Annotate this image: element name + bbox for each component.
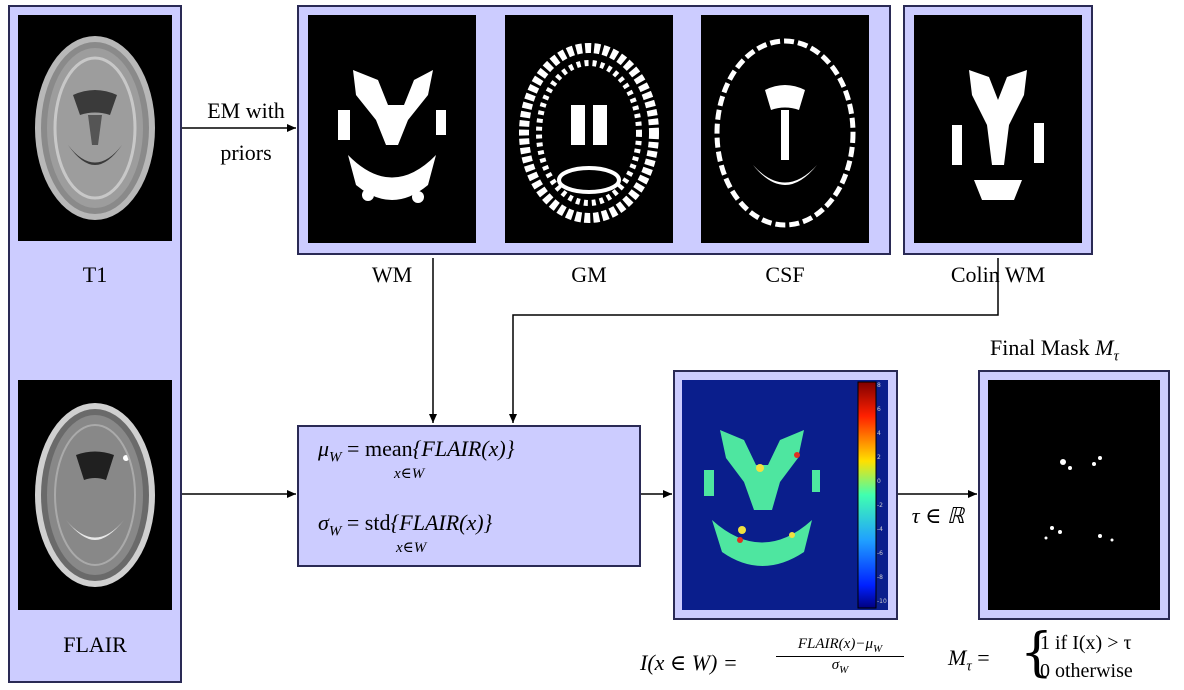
zscore-denominator: σW [776,657,904,676]
flair-brain-image [18,380,172,610]
t1-image [18,15,172,241]
mask-def-brace: { [1020,623,1054,683]
stats-box [297,425,641,567]
final-mask-title-sub: τ [1113,348,1119,365]
mu-subscript: W [329,449,342,466]
final-mask-title: Final Mask Mτ [990,335,1119,365]
mask-case-1: 1 if I(x) > τ [1040,632,1132,654]
sigma-argument: {FLAIR(x)} [390,510,493,535]
mu-argument: {FLAIR(x)} [412,436,515,461]
sigma-operator: std [364,510,391,535]
mu-operator: mean [364,436,413,461]
final-mask-image [988,380,1160,610]
sigma-equation: σW = std{FLAIR(x)} [318,510,492,540]
zscore-fraction: FLAIR(x)−μW σW [776,636,904,676]
colorbar-tick: -6 [877,550,883,557]
zscore-heatmap [682,380,888,610]
zscore-numerator-text: FLAIR(x)−μ [797,636,873,652]
colorbar-tick: -8 [877,574,883,581]
wm-image [308,15,476,243]
zscore-denominator-sub: W [839,664,849,676]
zscore-denominator-text: σ [831,657,840,673]
final-mask-title-text: Final Mask [990,335,1096,360]
threshold-label: τ ∈ ℝ [911,503,965,528]
sigma-under-index: x∈W [396,540,427,556]
csf-image [701,15,869,243]
mu-equation: μW = mean{FLAIR(x)} [318,436,515,466]
colorbar-tick: 0 [877,478,881,485]
gm-mask [505,15,673,243]
sigma-equals: = [346,510,360,535]
mu-symbol: μ [318,436,330,461]
zscore-numerator-sub: W [872,643,883,655]
colorbar-tick: 4 [877,430,881,437]
mask-def-lhs: Mτ = [948,645,990,675]
seg-label-wm: WM [371,262,413,287]
arrow-colin-to-stats [509,258,999,423]
mask-def-symbol: M [948,645,967,670]
zscore-numerator: FLAIR(x)−μW [776,636,904,657]
sigma-symbol: σ [318,510,329,535]
colorbar-tick: -4 [877,526,883,533]
em-label-line2: priors [220,140,272,165]
seg-label-csf: CSF [765,262,805,287]
final-mask-title-math: M [1095,335,1114,360]
flair-label: FLAIR [63,632,127,657]
seg-label-gm: GM [571,262,607,287]
csf-mask [701,15,869,243]
colorbar-tick: 2 [877,454,881,461]
final-mask [988,380,1160,610]
zscore-formula-lhs: I(x ∈ W) = [640,650,738,675]
wm-mask [308,15,476,243]
t1-brain-image [18,15,172,241]
colorbar-tick: -10 [877,598,887,605]
sigma-subscript: W [328,523,342,540]
colorbar-tick: 8 [877,382,881,389]
gm-image [505,15,673,243]
colorbar-tick: 6 [877,406,881,413]
em-label-line1: EM with [207,98,285,123]
zscore-map: 8 6 4 2 0 -2 -4 -6 -8 -10 [682,380,888,610]
colorbar [857,381,877,609]
colorbar-tick: -2 [877,502,883,509]
mask-def-equals: = [977,645,990,670]
colin-wm-mask [914,15,1082,243]
colin-wm-image [914,15,1082,243]
mu-equals: = [347,436,360,461]
mu-under-index: x∈W [394,466,425,482]
mask-def-sub: τ [966,658,972,675]
t1-label: T1 [82,262,108,287]
mask-case-2: 0 otherwise [1040,660,1133,682]
colorbar-ticks: 8 6 4 2 0 -2 -4 -6 -8 -10 [877,382,888,608]
flair-image [18,380,172,610]
